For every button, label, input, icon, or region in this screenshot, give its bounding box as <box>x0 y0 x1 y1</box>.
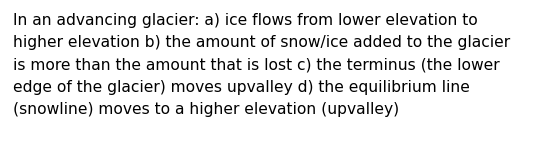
Text: (snowline) moves to a higher elevation (upvalley): (snowline) moves to a higher elevation (… <box>13 102 399 117</box>
Text: is more than the amount that is lost c) the terminus (the lower: is more than the amount that is lost c) … <box>13 57 499 72</box>
Text: higher elevation b) the amount of snow/ice added to the glacier: higher elevation b) the amount of snow/i… <box>13 35 510 50</box>
Text: edge of the glacier) moves upvalley d) the equilibrium line: edge of the glacier) moves upvalley d) t… <box>13 80 470 95</box>
Text: In an advancing glacier: a) ice flows from lower elevation to: In an advancing glacier: a) ice flows fr… <box>13 13 478 28</box>
